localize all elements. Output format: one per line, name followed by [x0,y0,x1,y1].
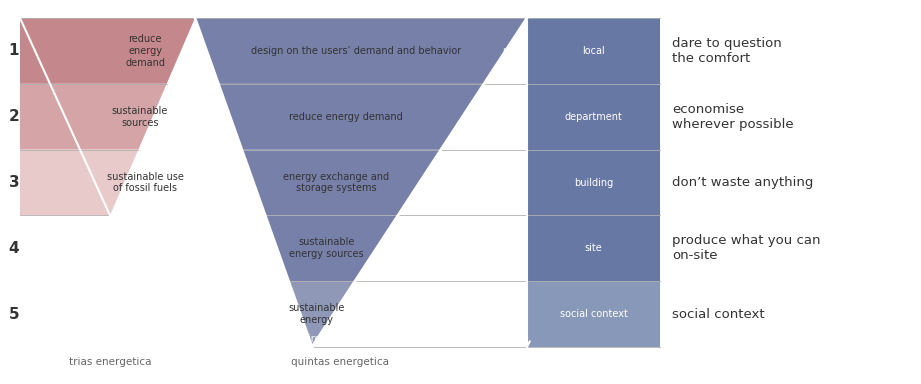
Polygon shape [218,84,484,150]
Text: sustainable
sources: sustainable sources [111,106,169,127]
Text: reduce energy demand: reduce energy demand [289,112,403,122]
Text: social context: social context [672,308,764,321]
Polygon shape [265,215,398,281]
Text: sustainable
energy: sustainable energy [288,303,345,325]
Text: produce what you can
on-site: produce what you can on-site [672,234,821,262]
Text: dare to question
the comfort: dare to question the comfort [672,37,782,65]
Text: building: building [484,177,523,187]
Polygon shape [20,18,195,84]
Text: environment: environment [291,334,353,344]
Text: department: department [565,112,623,122]
Text: sustainable
energy sources: sustainable energy sources [289,237,364,259]
Text: sustainable use
of fossil fuels: sustainable use of fossil fuels [107,172,183,193]
Text: site: site [585,243,602,253]
Text: system: system [507,359,546,369]
Polygon shape [242,150,441,215]
Text: 3: 3 [8,175,19,190]
Text: quintas energetica: quintas energetica [291,357,389,367]
Polygon shape [20,150,138,215]
Text: design on the users’ demand and behavior: design on the users’ demand and behavior [251,46,461,56]
Polygon shape [527,281,660,347]
Text: trias energetica: trias energetica [69,357,151,367]
Text: object: object [510,4,544,14]
Text: 4: 4 [8,241,19,256]
Text: user: user [502,46,523,56]
Text: economise
wherever possible: economise wherever possible [672,103,794,131]
Text: social context: social context [560,309,627,319]
Text: local: local [582,46,605,56]
Polygon shape [527,18,660,84]
Text: 1: 1 [9,43,19,58]
Text: energy exchange and
storage systems: energy exchange and storage systems [284,172,390,193]
Text: don’t waste anything: don’t waste anything [672,176,813,189]
Text: building: building [574,177,613,187]
Polygon shape [527,84,660,150]
Polygon shape [195,18,527,84]
Polygon shape [527,215,660,281]
Polygon shape [20,84,167,150]
Text: reduce
energy
demand: reduce energy demand [125,34,165,68]
Text: 5: 5 [8,306,19,322]
Polygon shape [288,281,355,347]
Text: 2: 2 [8,109,19,124]
Polygon shape [527,150,660,215]
